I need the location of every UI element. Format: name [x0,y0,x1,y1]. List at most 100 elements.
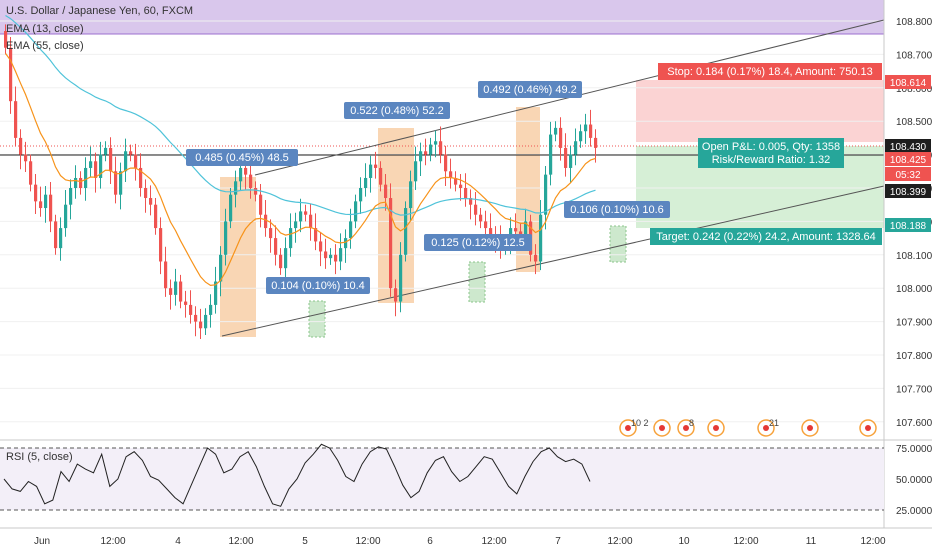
stop-zone[interactable] [636,80,884,142]
candle-body [154,204,158,229]
target-label[interactable]: Target: 0.242 (0.22%) 24.2, Amount: 1328… [650,228,882,245]
candle-body [279,254,283,269]
ema13-legend[interactable]: EMA (13, close) [6,23,84,35]
rsi-line [3,443,591,507]
measure-label-4-text: 0.125 (0.12%) 12.5 [431,237,525,249]
rsi-tick-label: 25.0000 [896,506,932,517]
candle-body [79,177,83,188]
stop-label[interactable]: Stop: 0.184 (0.17%) 18.4, Amount: 750.13 [658,63,882,80]
candle-body [174,281,178,295]
rsi-ticks: 75.0000 50.0000 25.0000 [896,444,932,517]
candle-body [69,188,73,205]
candle-body [489,228,493,235]
candle-body [289,228,293,249]
measure-box-small-1[interactable] [308,300,326,338]
candle-body [479,214,483,222]
candle-body [514,228,518,232]
rsi-legend[interactable]: RSI (5, close) [6,451,73,463]
candle-body [209,304,213,315]
measure-label-5[interactable]: 0.492 (0.46%) 49.2 [478,81,582,98]
economic-events[interactable]: 10 2 8 21 [619,418,877,437]
resistance-zone[interactable] [0,0,884,34]
rsi-tick-label: 75.0000 [896,444,932,455]
event-count: 21 [769,418,779,428]
event-flag-icon[interactable]: 8 [677,418,695,437]
pnl-label[interactable]: Open P&L: 0.005, Qty: 1358 Risk/Reward R… [698,138,844,168]
measure-box-small-3[interactable] [609,225,627,263]
price-tick-label: 107.900 [896,318,932,329]
time-tick-label: 12:00 [860,536,885,547]
candle-body [349,221,353,239]
candle-body [39,201,43,209]
price-badges: 108.614 108.430 108.425 05:32 108.399 108.188 [885,75,931,232]
candle-body [194,314,198,322]
measure-box-small-2[interactable] [468,261,486,303]
time-tick-label: 11 [806,536,817,547]
candle-body [344,238,348,249]
measure-box-2[interactable] [378,128,414,303]
price-badge [885,167,931,181]
candle-body [84,167,88,188]
candle-body [224,221,228,255]
candlestick-series [4,24,598,339]
candle-body [389,198,393,289]
candle-body [134,154,138,168]
time-axis[interactable]: Jun 12:00 4 12:00 5 12:00 6 12:00 7 12:00 10 12:00 1… [34,536,886,547]
time-tick-label: 7 [555,536,561,547]
rr-label-text: Risk/Reward Ratio: 1.32 [712,154,831,166]
pnl-label-text: Open P&L: 0.005, Qty: 1358 [702,141,840,153]
candle-body [234,181,238,195]
candle-body [444,154,448,172]
candle-body [74,177,78,188]
channel-lower-line[interactable] [221,185,885,337]
event-flag-icon[interactable]: 21 [757,418,779,437]
price-axis[interactable] [884,0,932,550]
measure-label-1[interactable]: 0.485 (0.45%) 48.5 [186,149,298,166]
price-badge [885,152,931,166]
candle-body [569,154,573,168]
event-flag-icon[interactable]: 10 2 [619,418,649,437]
candle-body [359,188,363,202]
price-tick-label: 108.700 [896,50,932,61]
rsi-band [0,448,884,510]
measure-label-6[interactable]: 0.106 (0.10%) 10.6 [564,201,670,218]
event-flag-icon[interactable] [653,419,671,437]
candle-body [294,221,298,229]
price-tick-label: 107.600 [896,418,932,429]
time-tick-label: 12:00 [733,536,758,547]
candle-body [14,101,18,138]
rsi-tick-label: 50.0000 [896,475,932,486]
candle-body [199,321,203,329]
candle-body [9,47,13,102]
event-flag-icon[interactable] [801,419,819,437]
price-tick-label: 107.700 [896,384,932,395]
measure-label-4[interactable]: 0.125 (0.12%) 12.5 [424,234,532,251]
candle-body [184,301,188,305]
measure-label-2[interactable]: 0.104 (0.10%) 10.4 [266,277,370,294]
price-tick-label: 108.800 [896,17,932,28]
candle-body [419,151,423,162]
candle-body [469,198,473,205]
candle-body [364,177,368,188]
event-flag-icon[interactable] [707,419,725,437]
candle-body [414,161,418,182]
candle-body [409,181,413,209]
time-tick-label: 12:00 [607,536,632,547]
candle-body [404,208,408,255]
candle-body [539,214,543,262]
candle-body [34,184,38,202]
candle-body [309,214,313,229]
candle-body [24,154,28,162]
candle-body [239,167,243,182]
measure-label-3[interactable]: 0.522 (0.48%) 52.2 [344,102,450,119]
candle-body [544,174,548,215]
ema55-legend[interactable]: EMA (55, close) [6,40,84,52]
candle-body [259,194,263,215]
candle-body [179,281,183,302]
candle-body [164,261,168,289]
event-flag-icon[interactable] [859,419,877,437]
candle-body [249,174,253,188]
symbol-legend[interactable]: U.S. Dollar / Japanese Yen, 60, FXCM [6,5,193,17]
candle-body [274,238,278,255]
